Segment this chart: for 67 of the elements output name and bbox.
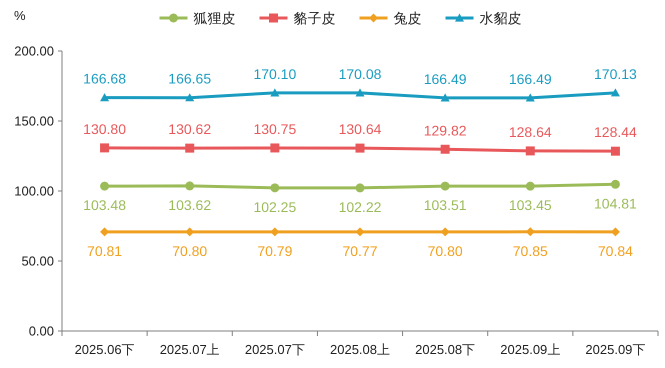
data-label: 170.08 — [338, 66, 382, 82]
point — [610, 88, 620, 96]
point — [440, 144, 450, 154]
data-label: 103.62 — [168, 196, 212, 213]
data-label: 103.48 — [83, 197, 126, 214]
point — [270, 88, 280, 96]
data-label: 70.85 — [512, 242, 548, 259]
data-label: 170.13 — [594, 66, 638, 82]
data-label: 166.68 — [83, 70, 126, 87]
data-label: 70.79 — [257, 242, 293, 259]
point — [440, 182, 450, 191]
data-label: 102.25 — [253, 198, 296, 215]
x-tick-label: 2025.06下 — [74, 342, 135, 357]
legend-label: 貉子皮 — [294, 10, 336, 26]
x-tick-label: 2025.08上 — [330, 342, 390, 357]
legend-label: 兔皮 — [394, 10, 422, 26]
data-label: 166.49 — [508, 70, 552, 87]
legend-label: 狐狸皮 — [194, 10, 236, 26]
point — [526, 93, 535, 102]
y-axis-title: % — [14, 8, 26, 23]
x-tick-label: 2025.09上 — [500, 342, 560, 357]
x-tick-label: 2025.07上 — [160, 342, 220, 357]
data-label: 130.80 — [83, 120, 126, 137]
x-tick-label: 2025.09下 — [585, 342, 646, 357]
y-tick-label: 150.00 — [14, 114, 54, 128]
data-label: 104.81 — [594, 195, 638, 212]
point — [185, 181, 194, 190]
data-label: 170.10 — [253, 66, 296, 82]
data-label: 130.75 — [253, 120, 296, 137]
point — [185, 144, 194, 153]
data-label: 130.64 — [338, 121, 382, 138]
point — [610, 146, 620, 156]
point — [185, 93, 194, 102]
point — [270, 183, 280, 192]
data-label: 102.22 — [338, 198, 382, 215]
point — [100, 182, 110, 191]
point — [356, 144, 364, 153]
point — [270, 143, 280, 152]
x-tick-label: 2025.07下 — [244, 342, 305, 357]
y-tick-label: 200.00 — [14, 44, 54, 58]
y-tick-label: 100.00 — [14, 184, 54, 198]
point — [610, 180, 620, 189]
y-tick-label: 0.00 — [28, 324, 54, 338]
data-label: 70.84 — [598, 242, 634, 259]
data-label: 166.65 — [168, 70, 212, 87]
data-label: 128.64 — [508, 124, 552, 140]
point — [100, 93, 110, 102]
point — [356, 227, 364, 236]
data-label: 129.82 — [424, 122, 467, 138]
point — [526, 146, 535, 156]
data-label: 70.77 — [342, 242, 378, 259]
point — [526, 182, 535, 191]
data-label: 128.44 — [594, 124, 638, 140]
point — [356, 88, 364, 96]
legend-label: 水貂皮 — [480, 10, 522, 26]
data-label: 70.80 — [172, 242, 208, 259]
data-label: 70.80 — [428, 242, 463, 259]
data-label: 103.45 — [508, 197, 552, 214]
x-tick-label: 2025.08下 — [415, 342, 476, 357]
point — [356, 183, 364, 192]
data-label: 130.62 — [168, 121, 212, 138]
data-label: 166.49 — [424, 70, 467, 87]
data-label: 70.81 — [87, 242, 122, 259]
y-tick-label: 50.00 — [21, 254, 54, 268]
data-label: 103.51 — [424, 197, 467, 214]
point — [100, 143, 110, 152]
point — [440, 93, 450, 102]
